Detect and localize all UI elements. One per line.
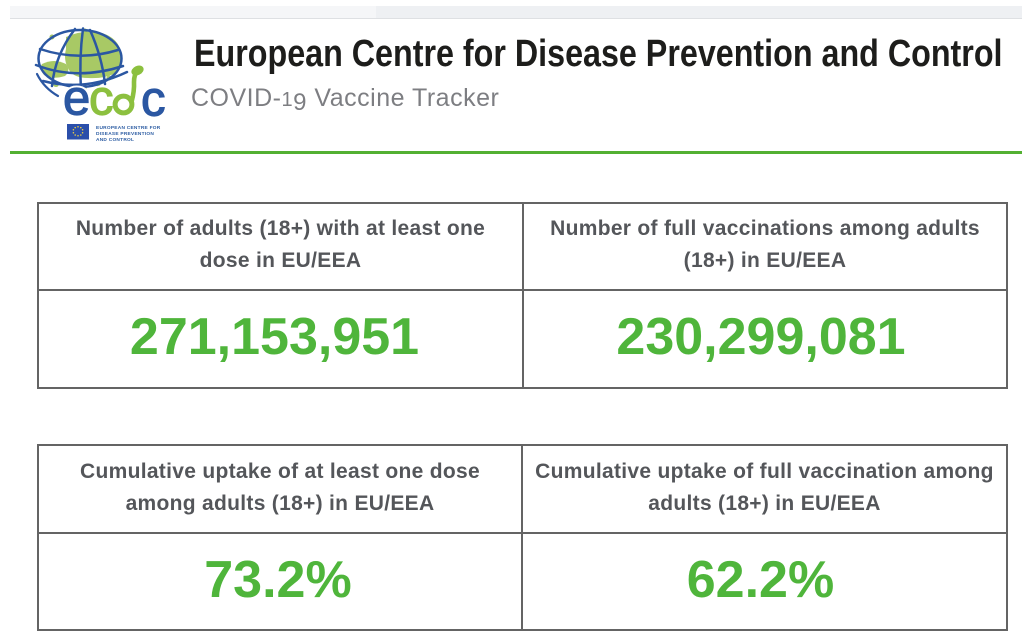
- svg-text:e: e: [63, 72, 90, 126]
- svg-text:DISEASE PREVENTION: DISEASE PREVENTION: [96, 131, 154, 137]
- svg-text:c: c: [89, 72, 114, 126]
- svg-text:EUROPEAN CENTRE FOR: EUROPEAN CENTRE FOR: [96, 125, 161, 131]
- svg-text:c: c: [141, 73, 166, 127]
- svg-text:e: e: [63, 72, 90, 126]
- svg-text:c: c: [89, 72, 114, 126]
- svg-text:AND CONTROL: AND CONTROL: [96, 137, 134, 143]
